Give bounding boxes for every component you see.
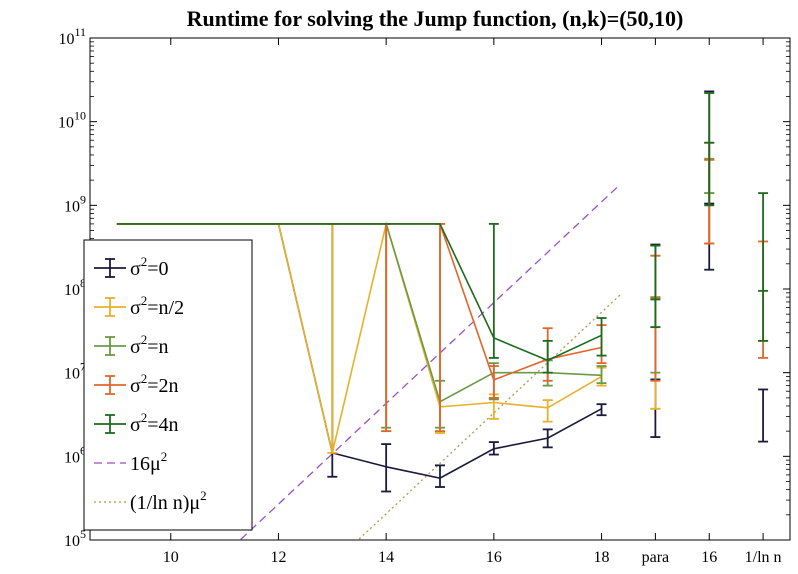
legend-label: σ2=n bbox=[130, 332, 169, 358]
x-tick-label: 10 bbox=[163, 549, 179, 566]
y-tick-label: 1011 bbox=[58, 25, 86, 48]
chart-title: Runtime for solving the Jump function, (… bbox=[187, 6, 684, 31]
legend-item: 16μ2 bbox=[94, 449, 167, 475]
x-tick-label: 1/ln n bbox=[745, 549, 782, 566]
y-tick-label: 108 bbox=[64, 276, 86, 299]
x-tick-label: 18 bbox=[594, 549, 610, 566]
legend-item: σ2=n/2 bbox=[94, 293, 184, 319]
y-tick-label: 109 bbox=[64, 192, 86, 215]
y-tick-label: 105 bbox=[64, 527, 86, 550]
y-tick-label: 107 bbox=[64, 360, 86, 383]
x-tick-label: para bbox=[642, 549, 670, 566]
y-tick-label: 106 bbox=[64, 443, 86, 466]
x-tick-label: 16 bbox=[486, 549, 502, 566]
y-tick-label: 1010 bbox=[58, 109, 86, 132]
legend-item: σ2=2n bbox=[94, 371, 179, 397]
legend-label: σ2=n/2 bbox=[130, 293, 184, 319]
ref-line-16mu2 bbox=[240, 183, 621, 540]
x-tick-label: 12 bbox=[270, 549, 286, 566]
reference-lines bbox=[240, 183, 621, 540]
legend-label: 16μ2 bbox=[130, 449, 167, 475]
legend-item: σ2=4n bbox=[94, 410, 179, 436]
legend-label: σ2=4n bbox=[130, 410, 179, 436]
series-4 bbox=[116, 92, 769, 374]
legend: σ2=0 σ2=n/2 σ2=n σ2=2n σ2=4n 16μ2 (1/ln n)μ2 bbox=[83, 239, 253, 531]
legend-item: σ2=n bbox=[94, 332, 169, 358]
series-line bbox=[116, 223, 602, 362]
x-tick-label: 16 bbox=[701, 549, 717, 566]
x-tick-label: 14 bbox=[378, 549, 394, 566]
series-layer bbox=[116, 90, 769, 493]
legend-item: σ2=0 bbox=[94, 254, 169, 280]
legend-item: (1/ln n)μ2 bbox=[94, 488, 207, 514]
legend-label: σ2=2n bbox=[130, 371, 179, 397]
legend-label: σ2=0 bbox=[130, 254, 169, 280]
legend-label: (1/ln n)μ2 bbox=[130, 488, 207, 514]
